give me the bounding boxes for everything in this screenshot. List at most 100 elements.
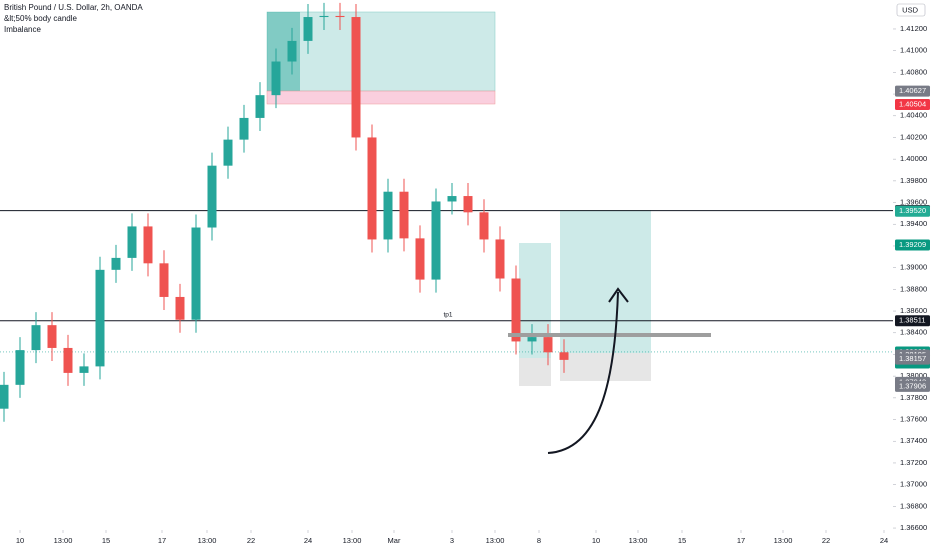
x-tick-label: 10: [592, 536, 600, 545]
x-tick-label: 8: [537, 536, 541, 545]
price-tag-label: 1.40627: [899, 86, 926, 95]
y-tick-label: 1.40200: [900, 132, 927, 141]
x-tick-label: 13:00: [486, 536, 505, 545]
candle-body: [63, 347, 73, 373]
indicator: Imbalance: [4, 25, 41, 34]
candle-body: [127, 226, 137, 258]
x-tick-label: 13:00: [54, 536, 73, 545]
price-tag-label: 1.38157: [899, 354, 926, 363]
candle-body: [15, 350, 25, 385]
candle-body: [271, 61, 281, 96]
price-tag: [895, 315, 930, 327]
y-tick-label: 1.41000: [900, 46, 927, 55]
candle-body: [159, 263, 169, 297]
price-lines: [0, 210, 893, 353]
arrow-head: [608, 287, 629, 303]
candle-body: [223, 139, 233, 166]
candle-body: [175, 296, 185, 320]
y-tick-label: 1.41200: [900, 24, 927, 33]
price-tag-label: 1.39520: [899, 206, 926, 215]
price-axis-labels: 1.412001.410001.408001.406001.404001.402…: [893, 24, 927, 532]
candle-body: [47, 325, 57, 348]
x-tick-label: 10: [16, 536, 24, 545]
candle-body: [463, 196, 473, 213]
price-tag-label: 1.38511: [899, 316, 926, 325]
y-tick-label: 1.39400: [900, 219, 927, 228]
price-tag: [895, 239, 930, 251]
candle-body: [383, 191, 393, 240]
candle-body: [399, 191, 409, 239]
stop-zone: [266, 90, 496, 105]
x-tick-label: Mar: [388, 536, 401, 545]
x-tick-label: 13:00: [629, 536, 648, 545]
candle-body: [351, 17, 361, 138]
candle-body: [335, 15, 345, 18]
y-tick-label: 1.38800: [900, 284, 927, 293]
x-tick-label: 17: [737, 536, 745, 545]
annotation: tp1: [443, 312, 452, 319]
price-tags: 1.406271.405041.395261.395201.392091.385…: [895, 85, 930, 392]
candle-body: [239, 117, 249, 140]
candle-body: [0, 384, 9, 409]
candle-body: [31, 325, 41, 351]
candle-body: [415, 238, 425, 280]
candle-body: [287, 40, 297, 62]
price-tag: [895, 98, 930, 110]
y-tick-label: 1.39800: [900, 176, 927, 185]
y-tick-label: 1.40000: [900, 154, 927, 163]
y-tick-label: 1.37800: [900, 393, 927, 402]
price-tag-label: 1.39209: [899, 240, 926, 249]
candle-body: [559, 352, 569, 360]
y-tick-label: 1.40800: [900, 67, 927, 76]
price-tag-label: 1.40504: [899, 99, 926, 108]
candle-body: [527, 337, 537, 342]
candle-body: [143, 226, 153, 264]
candle-body: [207, 165, 217, 228]
symbol-title: British Pound / U.S. Dollar, 2h, OANDA: [4, 3, 143, 12]
x-tick-label: 13:00: [198, 536, 217, 545]
profit-zone: [266, 11, 496, 92]
y-tick-label: 1.38400: [900, 328, 927, 337]
currency[interactable]: USD: [902, 5, 918, 14]
y-tick-label: 1.37400: [900, 436, 927, 445]
price-tag: [895, 205, 930, 217]
y-tick-label: 1.37000: [900, 480, 927, 489]
price-tag-label: 1.37906: [899, 381, 926, 390]
time-axis: [0, 530, 932, 550]
target-zone: [560, 210, 651, 353]
y-tick-label: 1.39000: [900, 263, 927, 272]
currency-button[interactable]: [896, 3, 926, 17]
y-tick-label: 1.39600: [900, 198, 927, 207]
x-tick-label: 24: [880, 536, 888, 545]
y-tick-label: 1.38600: [900, 306, 927, 315]
candle-body: [79, 366, 89, 373]
x-tick-label: 13:00: [343, 536, 362, 545]
candle-body: [543, 337, 553, 353]
price-axis: [893, 0, 932, 550]
candle-body: [319, 15, 329, 18]
candle-body: [255, 95, 265, 118]
x-tick-label: 15: [678, 536, 686, 545]
y-tick-label: 1.36600: [900, 523, 927, 532]
y-tick-label: 1.36800: [900, 501, 927, 510]
candle-body: [191, 227, 201, 320]
entry-risk-zone: [519, 358, 551, 386]
candle-body: [495, 239, 505, 279]
x-tick-label: 24: [304, 536, 312, 545]
candle-body: [479, 212, 489, 240]
candle-body: [367, 137, 377, 240]
price-tag: [895, 85, 930, 97]
y-tick-label: 1.38000: [900, 371, 927, 380]
overlay: tp1: [443, 287, 711, 454]
price-tag: [895, 380, 930, 392]
x-tick-label: 15: [102, 536, 110, 545]
x-tick-label: 3: [450, 536, 454, 545]
y-tick-label: 1.40400: [900, 111, 927, 120]
indicator: &lt;50% body candle: [4, 14, 77, 23]
x-tick-label: 22: [247, 536, 255, 545]
candle-body: [95, 269, 105, 367]
candle-body: [431, 201, 441, 280]
drawings: [266, 11, 651, 386]
x-tick-label: 22: [822, 536, 830, 545]
